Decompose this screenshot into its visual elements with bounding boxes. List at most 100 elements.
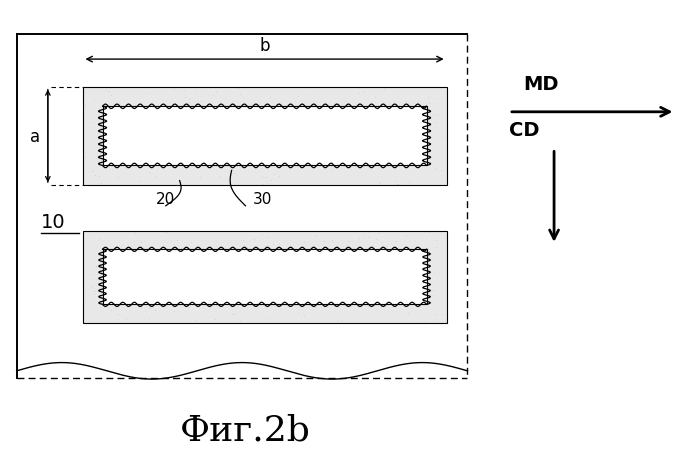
Point xyxy=(343,238,354,245)
Point xyxy=(343,165,354,172)
Point xyxy=(391,181,403,188)
Point xyxy=(143,302,154,310)
Point xyxy=(374,230,385,238)
Point xyxy=(309,233,320,241)
Point xyxy=(423,100,434,107)
Point xyxy=(150,295,161,302)
Point xyxy=(120,165,131,173)
Point xyxy=(213,173,224,181)
Point xyxy=(358,231,369,238)
Text: 10: 10 xyxy=(41,213,66,232)
Text: CD: CD xyxy=(509,121,540,140)
Bar xyxy=(82,232,447,323)
Point xyxy=(168,267,179,275)
Point xyxy=(234,91,245,99)
Point xyxy=(120,316,131,324)
Point xyxy=(134,124,145,131)
Point xyxy=(233,85,244,92)
Point xyxy=(258,131,269,139)
Point xyxy=(226,102,238,110)
Point xyxy=(144,169,155,176)
Point xyxy=(263,147,274,154)
Point xyxy=(200,161,211,168)
Point xyxy=(427,286,438,294)
Point xyxy=(233,292,244,300)
Point xyxy=(436,311,447,318)
Point xyxy=(268,257,279,265)
Point xyxy=(420,121,431,128)
Point xyxy=(354,234,365,242)
Point xyxy=(85,119,96,126)
Point xyxy=(164,113,175,121)
Point xyxy=(195,98,206,106)
Point xyxy=(233,255,244,263)
Point xyxy=(183,303,194,311)
Point xyxy=(343,297,354,305)
Bar xyxy=(82,88,447,186)
Point xyxy=(178,88,189,95)
Point xyxy=(197,140,208,147)
Point xyxy=(134,250,145,257)
Point xyxy=(267,122,278,129)
Point xyxy=(208,273,219,281)
Point xyxy=(122,122,133,130)
Point xyxy=(408,261,419,269)
Point xyxy=(243,284,254,291)
Point xyxy=(119,146,130,153)
Point xyxy=(358,262,369,269)
Point xyxy=(139,296,150,303)
Point xyxy=(403,179,415,186)
Point xyxy=(120,285,131,293)
Point xyxy=(249,236,260,243)
Point xyxy=(183,102,194,109)
Point xyxy=(273,173,284,180)
Point xyxy=(273,240,284,247)
Point xyxy=(430,311,441,319)
Point xyxy=(213,275,224,282)
Point xyxy=(193,136,204,144)
Point xyxy=(187,150,198,158)
Point xyxy=(117,129,128,136)
Point xyxy=(369,132,380,140)
Point xyxy=(371,236,382,243)
Point xyxy=(229,311,240,318)
Point xyxy=(430,112,441,119)
Point xyxy=(430,237,441,244)
Point xyxy=(326,237,337,244)
Point xyxy=(134,298,145,305)
Point xyxy=(243,130,254,138)
Point xyxy=(190,317,201,325)
Point xyxy=(158,266,169,274)
Point xyxy=(88,96,99,103)
Point xyxy=(380,243,391,250)
Point xyxy=(394,104,405,111)
Point xyxy=(335,261,346,269)
Point xyxy=(208,92,219,100)
Point xyxy=(144,160,155,168)
Point xyxy=(258,271,269,279)
Point xyxy=(335,160,346,167)
Point xyxy=(300,156,311,164)
Point xyxy=(266,265,277,273)
Text: 20: 20 xyxy=(156,191,175,206)
Point xyxy=(296,131,307,139)
Point xyxy=(105,92,116,100)
Point xyxy=(358,89,369,97)
Point xyxy=(229,169,240,177)
Point xyxy=(175,158,187,165)
Point xyxy=(415,251,426,259)
Point xyxy=(307,109,318,117)
Text: 30: 30 xyxy=(252,191,272,206)
Point xyxy=(352,263,363,270)
Point xyxy=(379,87,390,94)
Point xyxy=(392,181,403,188)
Point xyxy=(326,166,337,174)
Point xyxy=(192,269,203,276)
Point xyxy=(260,175,271,182)
Text: Фиг.2b: Фиг.2b xyxy=(180,413,311,446)
Point xyxy=(403,310,414,318)
Point xyxy=(298,149,309,156)
Point xyxy=(165,157,176,165)
Point xyxy=(94,120,105,127)
Text: MD: MD xyxy=(523,75,559,94)
